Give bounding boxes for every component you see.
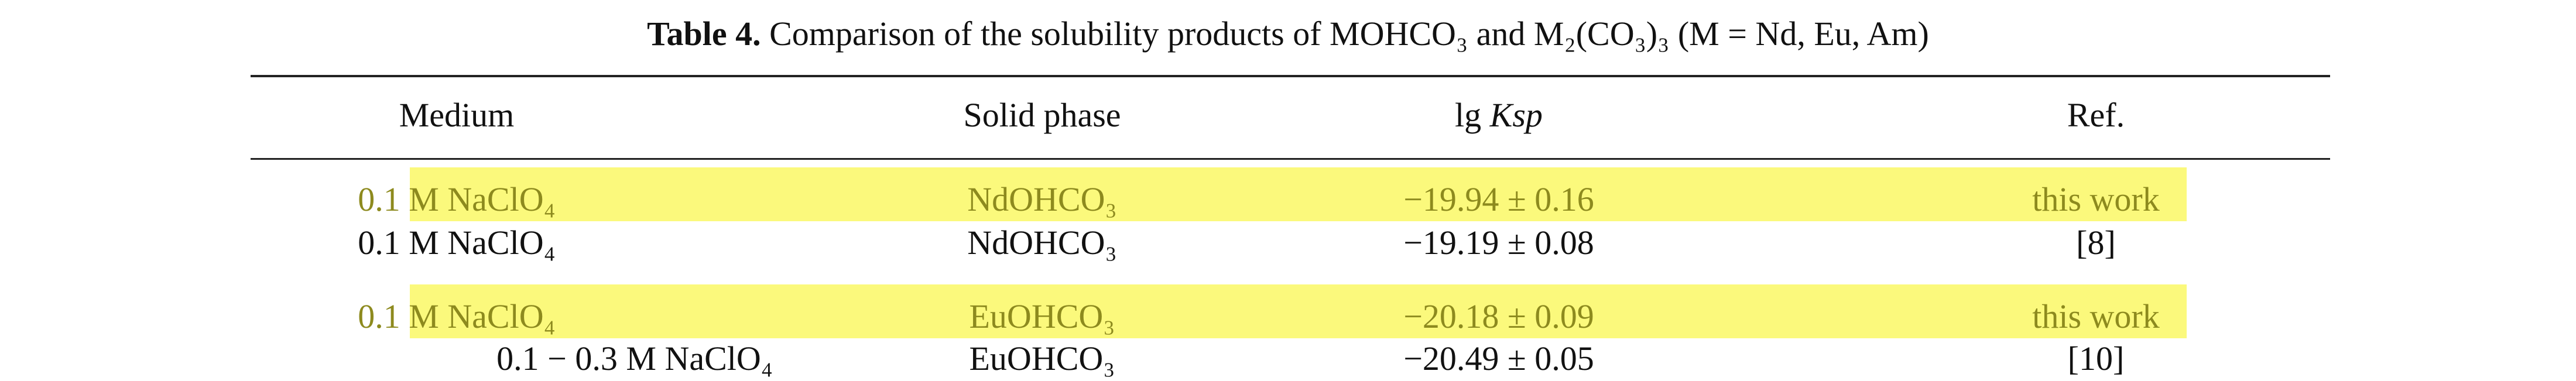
column-header-lgksp: lg Ksp xyxy=(1247,95,1751,136)
highlight-band xyxy=(410,284,2187,338)
table-cell-ref: this work xyxy=(2032,297,2160,335)
table-cell-solid-phase: EuOHCO₃ xyxy=(969,297,1115,335)
table-cell-medium: 0.1 − 0.3 M NaClO₄ xyxy=(496,339,773,377)
table-caption: Table 4. Comparison of the solubility pr… xyxy=(0,13,2576,55)
column-header-ref: Ref. xyxy=(2067,96,2125,134)
table-cell-ref: [8] xyxy=(2076,224,2116,262)
lgksp-prefix: lg xyxy=(1455,96,1482,134)
table-cell-medium: 0.1 M NaClO₄ xyxy=(358,297,556,335)
table-cell-medium: 0.1 M NaClO₄ xyxy=(358,224,556,262)
highlight-band xyxy=(410,167,2187,221)
table-caption-text: Comparison of the solubility products of… xyxy=(769,15,1929,53)
table-cell-solid-phase: NdOHCO₃ xyxy=(967,180,1117,218)
table-top-rule xyxy=(251,75,2330,77)
lgksp-symbol: Ksp xyxy=(1489,96,1543,134)
table-header-rule xyxy=(251,158,2330,160)
table-cell-medium: 0.1 M NaClO₄ xyxy=(358,180,556,218)
table-cell-lgksp: −19.19 ± 0.08 xyxy=(1403,224,1594,262)
table-cell-solid-phase: EuOHCO₃ xyxy=(969,339,1115,377)
table-cell-lgksp: −20.18 ± 0.09 xyxy=(1403,297,1594,335)
table-cell-lgksp: −19.94 ± 0.16 xyxy=(1403,180,1594,218)
table-cell-ref: [10] xyxy=(2067,339,2125,377)
column-header-medium: Medium xyxy=(399,96,515,134)
table-cell-solid-phase: NdOHCO₃ xyxy=(967,224,1117,262)
table-cell-ref: this work xyxy=(2032,180,2160,218)
table-cell-lgksp: −20.49 ± 0.05 xyxy=(1403,339,1594,377)
column-header-solid-phase: Solid phase xyxy=(963,96,1121,134)
table-caption-label: Table 4. xyxy=(647,15,761,53)
